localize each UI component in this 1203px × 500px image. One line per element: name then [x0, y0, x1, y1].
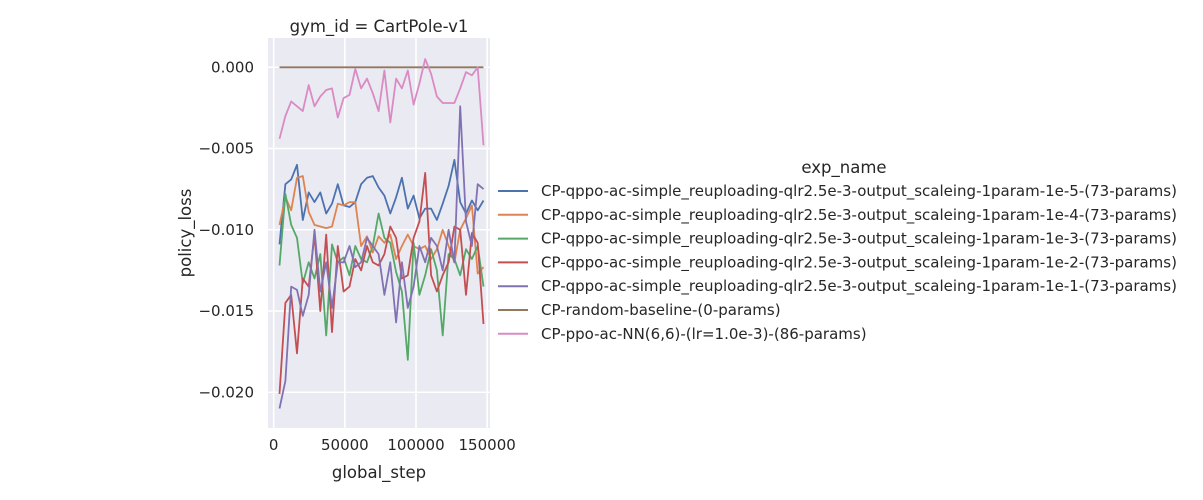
y-tick-label: −0.020: [198, 383, 254, 401]
y-tick-label: −0.015: [198, 302, 254, 320]
legend: exp_name CP-qppo-ac-simple_reuploading-q…: [498, 158, 1177, 343]
x-axis-label: global_step: [332, 463, 426, 483]
legend-label: CP-qppo-ac-simple_reuploading-qlr2.5e-3-…: [541, 206, 1177, 225]
y-tick-label: −0.005: [198, 140, 254, 158]
chart-title: gym_id = CartPole-v1: [290, 17, 469, 37]
series-line-2: [278, 175, 485, 275]
legend-label: CP-random-baseline-(0-params): [541, 301, 781, 319]
y-tick-label: 0.000: [211, 58, 254, 76]
x-tick-label: 100000: [387, 436, 444, 454]
legend-label: CP-qppo-ac-simple_reuploading-qlr2.5e-3-…: [541, 253, 1177, 272]
y-tick-label: −0.010: [198, 221, 254, 239]
legend-title: exp_name: [801, 158, 886, 178]
x-tick-label: 0: [269, 436, 279, 454]
y-axis-label: policy_loss: [176, 189, 196, 278]
series-line-1: [278, 158, 485, 245]
y-tick-labels: −0.020 −0.015 −0.010 −0.005 0.000: [198, 58, 254, 401]
legend-label: CP-qppo-ac-simple_reuploading-qlr2.5e-3-…: [541, 277, 1177, 296]
series-line-5: [278, 105, 485, 409]
series-line-7: [278, 58, 485, 146]
x-tick-labels: 0 50000 100000 150000: [269, 436, 516, 454]
series-lines: [278, 58, 485, 409]
legend-label: CP-ppo-ac-NN(6,6)-(lr=1.0e-3)-(86-params…: [541, 325, 867, 343]
legend-label: CP-qppo-ac-simple_reuploading-qlr2.5e-3-…: [541, 230, 1177, 249]
x-tick-label: 150000: [459, 436, 516, 454]
legend-label: CP-qppo-ac-simple_reuploading-qlr2.5e-3-…: [541, 182, 1177, 201]
x-tick-label: 50000: [321, 436, 369, 454]
